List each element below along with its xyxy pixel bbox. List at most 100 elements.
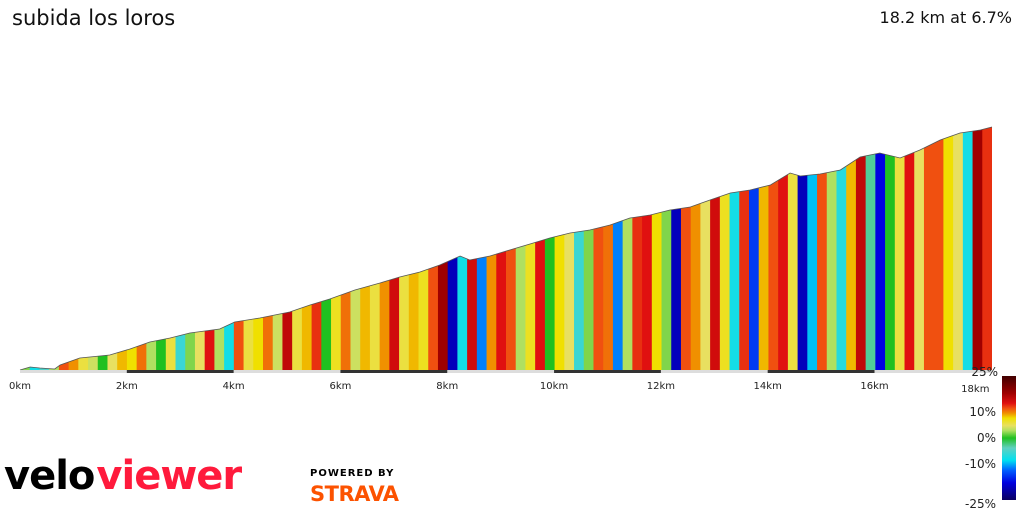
gradient-segment xyxy=(263,127,274,370)
gradient-segment xyxy=(749,127,760,370)
gradient-segment xyxy=(797,127,808,370)
gradient-segment xyxy=(865,127,876,370)
x-tick-label: 10km xyxy=(540,381,568,392)
gradient-segment xyxy=(593,127,604,370)
gradient-segment xyxy=(923,127,935,370)
gradient-segment xyxy=(175,127,186,370)
gradient-segment xyxy=(399,127,410,370)
gradient-segment xyxy=(914,127,925,370)
gradient-segment xyxy=(612,127,624,370)
gradient-segment xyxy=(49,127,60,370)
gradient-segment xyxy=(554,127,565,370)
x-tick-label: 18km xyxy=(961,384,989,395)
gradient-segment xyxy=(301,127,313,370)
gradient-segment xyxy=(331,127,342,370)
gradient-segment xyxy=(758,127,769,370)
x-tick-label: 16km xyxy=(860,381,888,392)
x-tick-label: 14km xyxy=(754,381,782,392)
gradient-segment xyxy=(165,127,177,370)
gradient-segment xyxy=(933,127,944,370)
gradient-segment xyxy=(292,127,303,370)
gradient-segment xyxy=(904,127,915,370)
gradient-segment xyxy=(642,127,653,370)
gradient-segment xyxy=(544,127,556,370)
gradient-segment xyxy=(428,127,439,370)
gradient-segment xyxy=(564,127,575,370)
gradient-segment xyxy=(953,127,964,370)
gradient-segment xyxy=(233,127,245,370)
gradient-segment xyxy=(408,127,420,370)
gradient-segment xyxy=(321,127,332,370)
x-tick-label: 8km xyxy=(436,381,458,392)
x-tick-label: 0km xyxy=(9,381,31,392)
gradient-segment xyxy=(126,127,138,370)
gradient-segment xyxy=(253,127,264,370)
axis-km-band xyxy=(126,370,234,373)
gradient-segment xyxy=(68,127,79,370)
route-summary: 18.2 km at 6.7% xyxy=(879,8,1012,27)
gradient-segment xyxy=(632,127,643,370)
route-title: subida los loros xyxy=(12,6,176,30)
profile-outline xyxy=(19,126,993,371)
gradient-segment xyxy=(146,127,157,370)
gradient-segment xyxy=(107,127,118,370)
gradient-segment xyxy=(389,127,400,370)
gradient-segment xyxy=(846,127,857,370)
legend-label-neg25: -25% xyxy=(965,497,996,511)
gradient-segment xyxy=(690,127,701,370)
gradient-segment xyxy=(710,127,721,370)
legend-label-25: 25% xyxy=(971,365,998,379)
gradient-segment xyxy=(515,127,526,370)
gradient-segment xyxy=(29,127,40,370)
gradient-segment xyxy=(671,127,682,370)
gradient-segment xyxy=(885,127,896,370)
gradient-segment xyxy=(855,127,867,370)
gradient-segment xyxy=(719,127,731,370)
legend-label-0: 0% xyxy=(977,431,996,445)
gradient-segment xyxy=(962,127,974,370)
axis-km-band xyxy=(767,370,875,373)
gradient-segment xyxy=(340,127,351,370)
gradient-segment xyxy=(700,127,711,370)
gradient-segment xyxy=(194,127,206,370)
gradient-segment xyxy=(78,127,89,370)
gradient-segment xyxy=(369,127,381,370)
gradient-segment xyxy=(787,127,799,370)
x-tick-label: 2km xyxy=(116,381,138,392)
gradient-segment xyxy=(603,127,614,370)
gradient-segment xyxy=(185,127,196,370)
gradient-segment xyxy=(894,127,906,370)
gradient-segment xyxy=(972,127,983,370)
gradient-segment xyxy=(506,127,517,370)
gradient-segment xyxy=(58,127,70,370)
gradient-segment xyxy=(525,127,536,370)
gradient-segment xyxy=(826,127,837,370)
axis-km-band xyxy=(554,370,661,373)
gradient-segment xyxy=(836,127,847,370)
gradient-segment xyxy=(661,127,672,370)
gradient-segment xyxy=(350,127,361,370)
x-tick-label: 12km xyxy=(647,381,675,392)
gradient-segment xyxy=(282,127,293,370)
gradient-segment xyxy=(97,127,108,370)
gradient-segment xyxy=(447,127,458,370)
gradient-segment xyxy=(875,127,886,370)
axis-baseline xyxy=(20,370,992,373)
gradient-segment xyxy=(651,127,663,370)
gradient-segment xyxy=(476,127,488,370)
color-legend: 25% 10% 0% -10% -25% xyxy=(965,365,1016,511)
gradient-segment xyxy=(486,127,497,370)
gradient-segment xyxy=(739,127,750,370)
gradient-segment xyxy=(467,127,478,370)
gradient-segment xyxy=(272,127,283,370)
gradient-segment xyxy=(39,127,50,370)
gradient-segment xyxy=(457,127,468,370)
gradient-segment xyxy=(437,127,449,370)
gradient-segment xyxy=(817,127,828,370)
gradient-segment xyxy=(943,127,954,370)
gradient-segment xyxy=(778,127,789,370)
x-axis: 0km 2km 4km 6km 8km 10km 12km 14km 16km 18km xyxy=(9,370,992,395)
gradient-segment xyxy=(224,127,235,370)
gradient-segment xyxy=(622,127,633,370)
